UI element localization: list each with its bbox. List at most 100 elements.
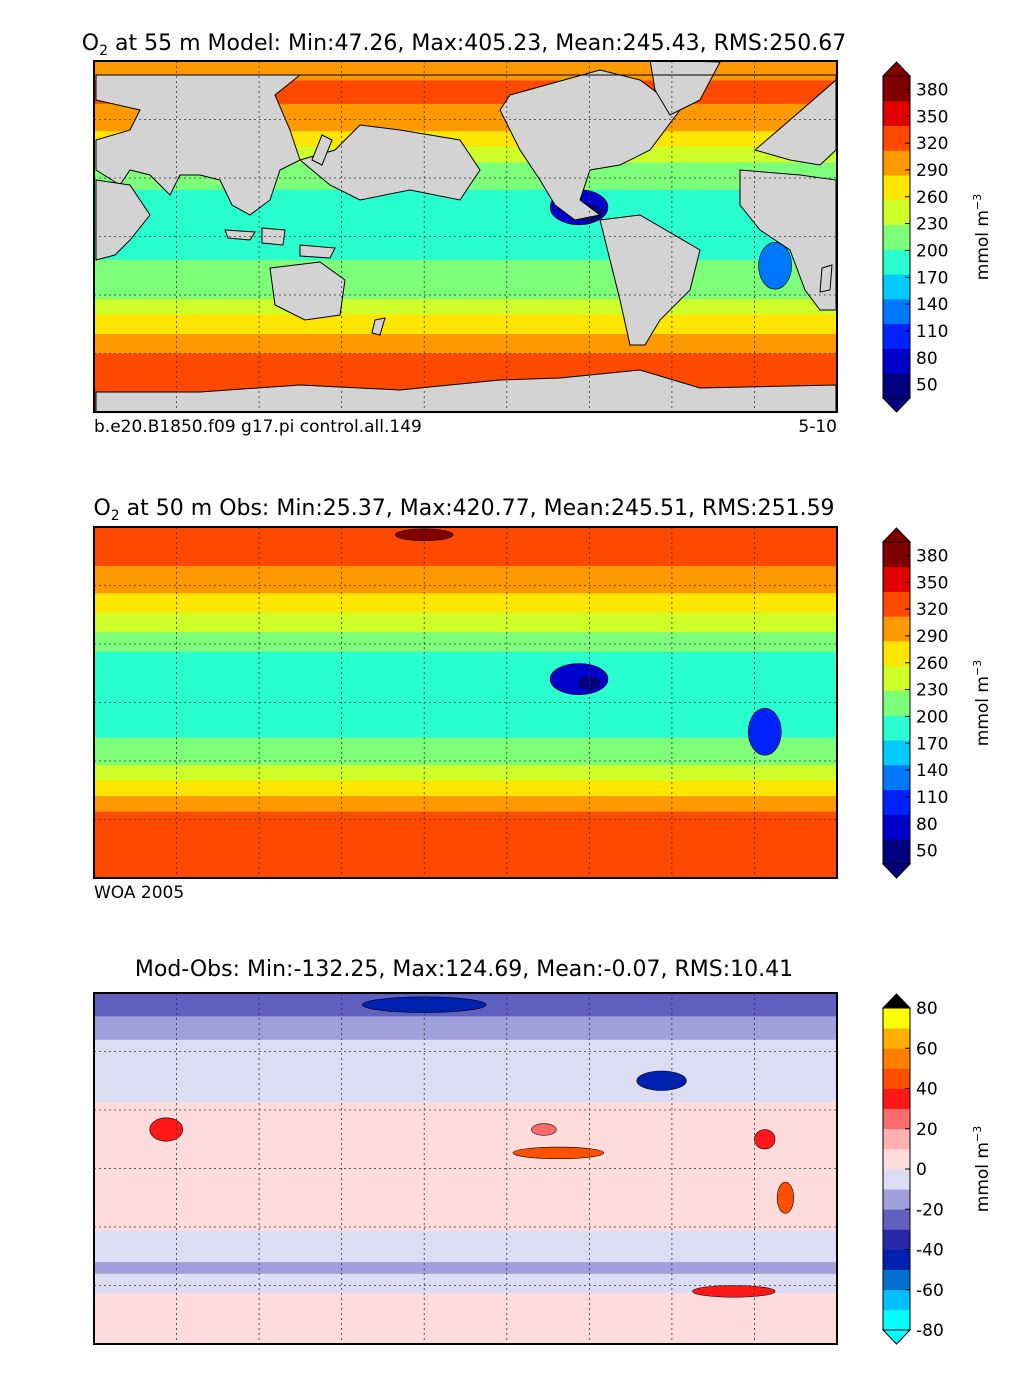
lat-band bbox=[94, 1110, 837, 1115]
lat-band bbox=[94, 566, 837, 571]
lat-band bbox=[94, 1234, 837, 1240]
anomaly-region bbox=[754, 1129, 776, 1150]
lat-band bbox=[94, 353, 837, 358]
lat-band bbox=[94, 248, 837, 253]
map-frame bbox=[93, 60, 838, 413]
colorbar-segment bbox=[883, 1289, 910, 1311]
lat-band bbox=[94, 589, 837, 594]
lat-band bbox=[94, 337, 837, 343]
colorbar-segment bbox=[883, 1088, 910, 1110]
lat-band bbox=[94, 1117, 837, 1123]
anomaly-region bbox=[747, 708, 782, 756]
lat-band bbox=[94, 1102, 837, 1107]
colorbar-tick-label: 80 bbox=[916, 349, 938, 369]
lat-lon-gridlines bbox=[94, 61, 837, 412]
lat-band bbox=[94, 846, 837, 852]
lat-band bbox=[94, 1176, 837, 1181]
lat-band bbox=[94, 119, 837, 124]
lat-band bbox=[94, 1172, 837, 1177]
colorbar-tick-label: 50 bbox=[916, 842, 938, 862]
colorbar-segment bbox=[883, 1108, 910, 1130]
lat-band bbox=[94, 1121, 837, 1127]
colorbar-tick-label: 170 bbox=[916, 734, 948, 754]
colorbar-tick-label: 230 bbox=[916, 681, 948, 701]
lat-band bbox=[94, 1340, 837, 1344]
lat-band bbox=[94, 1207, 837, 1212]
anomaly-region bbox=[149, 1117, 184, 1142]
lat-band bbox=[94, 870, 837, 875]
lat-lon-gridlines bbox=[94, 527, 837, 878]
anomaly-region bbox=[692, 1285, 776, 1298]
lat-band bbox=[94, 530, 837, 536]
colorbar-segment bbox=[883, 1148, 910, 1170]
colorbar-extend-low bbox=[881, 863, 912, 879]
lat-band bbox=[94, 827, 837, 832]
lat-band bbox=[94, 858, 837, 863]
lat-band bbox=[94, 788, 837, 793]
colorbar-tick-label: 80 bbox=[916, 815, 938, 835]
lat-band bbox=[94, 640, 837, 645]
colorbar-segment bbox=[883, 641, 910, 667]
lat-band bbox=[94, 1293, 837, 1298]
anomaly-region bbox=[531, 1123, 557, 1136]
lat-band bbox=[94, 345, 837, 351]
lat-band bbox=[94, 1188, 837, 1193]
colorbar-segment bbox=[883, 566, 910, 592]
lat-band bbox=[94, 365, 837, 370]
lat-band bbox=[94, 780, 837, 785]
lat-band bbox=[94, 651, 837, 657]
colorbar-segment bbox=[883, 1169, 910, 1190]
lat-band bbox=[94, 815, 837, 821]
anomaly-region bbox=[549, 663, 609, 696]
lat-band bbox=[94, 236, 837, 241]
dataset-label: WOA 2005 bbox=[94, 883, 184, 903]
lat-band bbox=[94, 745, 837, 750]
lat-band bbox=[94, 854, 837, 860]
colorbar-segment bbox=[883, 1309, 910, 1331]
colorbar-segment bbox=[883, 542, 910, 568]
colorbar-units-label: mmol m−3 bbox=[971, 660, 993, 746]
lat-band bbox=[94, 1149, 837, 1154]
lat-band bbox=[94, 725, 837, 731]
lat-band bbox=[94, 80, 837, 85]
colorbar-tick-label: 350 bbox=[916, 573, 948, 593]
panel-model: O2 at 55 m Model: Min:47.26, Max:405.23,… bbox=[82, 31, 993, 437]
lat-band bbox=[94, 1258, 837, 1263]
colorbar-tick-label: 260 bbox=[916, 188, 948, 208]
colorbar-segment bbox=[883, 1249, 910, 1271]
lat-band bbox=[94, 205, 837, 210]
lat-band bbox=[94, 1020, 837, 1025]
lat-band bbox=[94, 1180, 837, 1185]
lat-band bbox=[94, 803, 837, 809]
lat-band bbox=[94, 718, 837, 723]
run-id-label: b.e20.B1850.f09 g17.pi control.all.149 bbox=[94, 417, 422, 437]
lat-band bbox=[94, 341, 837, 347]
colorbar-model: 50 80 110 140 170 200 230 260 290 320 350 380 mmol m… bbox=[881, 61, 993, 413]
lat-band bbox=[94, 628, 837, 633]
lat-band bbox=[94, 111, 837, 117]
lat-band bbox=[94, 1074, 837, 1080]
lat-band bbox=[94, 96, 837, 101]
lat-band bbox=[94, 361, 837, 366]
lat-band bbox=[94, 612, 837, 618]
colorbar-tick-label: 200 bbox=[916, 241, 948, 261]
lat-band bbox=[94, 542, 837, 548]
lat-band bbox=[94, 252, 837, 257]
colorbar-segment bbox=[883, 274, 910, 300]
colorbar-extend-high bbox=[881, 993, 912, 1009]
lat-band bbox=[94, 562, 837, 567]
colorbar-units-label: mmol m−3 bbox=[971, 194, 993, 280]
lat-band bbox=[94, 240, 837, 245]
lat-band bbox=[94, 1285, 837, 1290]
lat-band bbox=[94, 831, 837, 836]
lat-band bbox=[94, 819, 837, 824]
colorbar-units-label: mmol m−3 bbox=[971, 1126, 993, 1212]
period-label: 5-10 bbox=[798, 417, 837, 437]
colorbar-tick-label: 320 bbox=[916, 134, 948, 154]
lat-band bbox=[94, 283, 837, 288]
lat-band bbox=[94, 302, 837, 308]
lat-band bbox=[94, 737, 837, 743]
lat-band bbox=[94, 295, 837, 300]
lat-band bbox=[94, 1012, 837, 1017]
lat-band bbox=[94, 279, 837, 284]
